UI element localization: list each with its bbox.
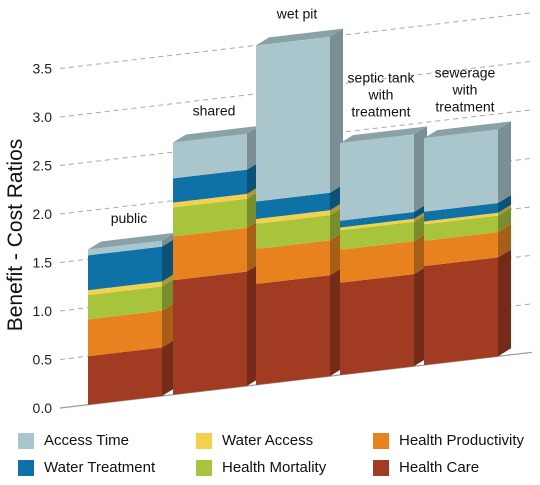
segment-health-productivity-septic-tank-with-treatment xyxy=(340,241,414,283)
segment-water-access-sewerage-with-treatment xyxy=(424,212,498,225)
segment-health-mortality-wet-pit xyxy=(256,215,330,250)
benefit-cost-chart: 0.0 0.5 1.0 1.5 2.0 2.5 3.0 3.5 Benefit - Cost … xyxy=(4,6,533,417)
bar-sewerage-with-treatment xyxy=(424,121,511,366)
segment-side-health-care-public xyxy=(162,339,175,396)
segment-side-water-treatment-sewerage-with-treatment xyxy=(498,195,511,213)
legend-label-health-mortality: Health Mortality xyxy=(222,459,327,476)
segment-side-water-treatment-public xyxy=(162,238,175,282)
legend-label-access-time: Access Time xyxy=(44,432,130,449)
segment-health-mortality-septic-tank-with-treatment xyxy=(340,221,414,250)
segment-water-access-public xyxy=(88,281,162,296)
segment-side-water-access-public xyxy=(162,273,175,287)
legend-label-water-access: Water Access xyxy=(222,432,314,449)
legend-swatch-health-care xyxy=(373,460,389,476)
bar-top-public xyxy=(88,232,175,250)
legend-label-health-care: Health Care xyxy=(399,459,480,476)
segment-health-mortality-shared xyxy=(173,198,247,237)
segment-side-access-time-wet-pit xyxy=(330,28,343,193)
segment-side-water-treatment-wet-pit xyxy=(330,184,343,211)
segment-side-water-treatment-septic-tank-with-treatment xyxy=(414,203,427,219)
bar-top-shared xyxy=(173,125,260,143)
category-label-septic-tank-with-treatment: septic tank xyxy=(348,69,416,85)
segment-side-health-productivity-wet-pit xyxy=(330,232,343,276)
segment-health-mortality-public xyxy=(88,286,162,320)
y-tick-label: 0.0 xyxy=(33,400,53,416)
category-label-sewerage-with-treatment: sewerage xyxy=(435,64,496,80)
segment-side-water-access-sewerage-with-treatment xyxy=(498,204,511,216)
y-tick-label: 3.5 xyxy=(33,61,53,77)
legend-swatch-health-productivity xyxy=(373,433,389,449)
segment-side-water-access-wet-pit xyxy=(330,202,343,216)
segment-side-health-productivity-public xyxy=(162,302,175,348)
segment-access-time-shared xyxy=(173,133,247,179)
segment-health-productivity-wet-pit xyxy=(256,240,330,284)
legend-label-water-treatment: Water Treatment xyxy=(44,459,156,476)
segment-side-health-productivity-septic-tank-with-treatment xyxy=(414,233,427,275)
legend-swatch-access-time xyxy=(18,433,34,449)
category-label-septic-tank-with-treatment: with xyxy=(368,86,394,102)
segment-access-time-public xyxy=(88,240,162,256)
bar-septic-tank-with-treatment xyxy=(340,126,427,375)
bars xyxy=(88,28,511,405)
bar-wet-pit xyxy=(256,28,343,385)
legend-swatch-water-access xyxy=(196,433,212,449)
segment-water-treatment-public xyxy=(88,246,162,291)
segment-side-health-care-wet-pit xyxy=(330,267,343,377)
segment-side-health-mortality-septic-tank-with-treatment xyxy=(414,213,427,242)
segment-health-care-shared xyxy=(173,271,247,395)
bar-shared xyxy=(173,125,260,395)
y-tick-label: 0.5 xyxy=(33,352,53,368)
segment-water-access-shared xyxy=(173,193,247,208)
segment-access-time-septic-tank-with-treatment xyxy=(340,134,414,221)
category-label-public: public xyxy=(111,210,148,226)
segment-health-productivity-sewerage-with-treatment xyxy=(424,232,498,267)
segment-side-access-time-septic-tank-with-treatment xyxy=(414,126,427,212)
y-tick-labels: 0.0 0.5 1.0 1.5 2.0 2.5 3.0 3.5 xyxy=(33,61,53,417)
segment-side-access-time-sewerage-with-treatment xyxy=(498,121,511,204)
bar-public xyxy=(88,232,175,405)
segment-water-treatment-wet-pit xyxy=(256,192,330,220)
segment-water-treatment-septic-tank-with-treatment xyxy=(340,211,414,228)
segment-side-access-time-public xyxy=(162,232,175,247)
bar-top-wet-pit xyxy=(256,28,343,46)
segment-side-health-productivity-sewerage-with-treatment xyxy=(498,224,511,258)
segment-side-water-access-septic-tank-with-treatment xyxy=(414,210,427,222)
segment-side-health-mortality-wet-pit xyxy=(330,207,343,241)
bar-top-septic-tank-with-treatment xyxy=(340,126,427,144)
category-label-sewerage-with-treatment: treatment xyxy=(435,98,494,114)
segment-health-productivity-public xyxy=(88,310,162,357)
segment-health-care-septic-tank-with-treatment xyxy=(340,274,414,375)
legend-swatch-water-treatment xyxy=(18,460,34,476)
y-tick-label: 3.0 xyxy=(33,109,53,125)
legend-swatch-health-mortality xyxy=(196,460,212,476)
bar-top-sewerage-with-treatment xyxy=(424,121,511,139)
y-tick-label: 2.5 xyxy=(33,158,53,174)
legend-label-health-productivity: Health Productivity xyxy=(399,432,525,449)
segment-health-care-sewerage-with-treatment xyxy=(424,257,498,366)
y-axis-label: Benefit - Cost Ratios xyxy=(4,139,27,332)
segment-health-care-wet-pit xyxy=(256,275,330,385)
segment-health-productivity-shared xyxy=(173,227,247,281)
y-tick-label: 1.5 xyxy=(33,255,53,271)
segment-side-health-care-septic-tank-with-treatment xyxy=(414,266,427,367)
segment-water-access-septic-tank-with-treatment xyxy=(340,218,414,231)
segment-water-access-wet-pit xyxy=(256,210,330,224)
segment-side-health-care-sewerage-with-treatment xyxy=(498,249,511,357)
category-label-septic-tank-with-treatment: treatment xyxy=(351,103,410,119)
category-label-sewerage-with-treatment: with xyxy=(452,81,478,97)
segment-side-health-mortality-sewerage-with-treatment xyxy=(498,207,511,233)
segment-side-health-mortality-public xyxy=(162,278,175,311)
segment-water-treatment-sewerage-with-treatment xyxy=(424,203,498,222)
segment-access-time-wet-pit xyxy=(256,36,330,202)
segment-access-time-sewerage-with-treatment xyxy=(424,129,498,212)
segment-health-care-public xyxy=(88,347,162,405)
legend: Access Time Water Access Health Producti… xyxy=(0,424,540,485)
segment-water-treatment-shared xyxy=(173,169,247,203)
y-tick-label: 2.0 xyxy=(33,206,53,222)
category-label-shared: shared xyxy=(193,103,236,119)
category-label-wet-pit: wet pit xyxy=(276,6,318,22)
segment-health-mortality-sewerage-with-treatment xyxy=(424,215,498,241)
y-tick-label: 1.0 xyxy=(33,303,53,319)
